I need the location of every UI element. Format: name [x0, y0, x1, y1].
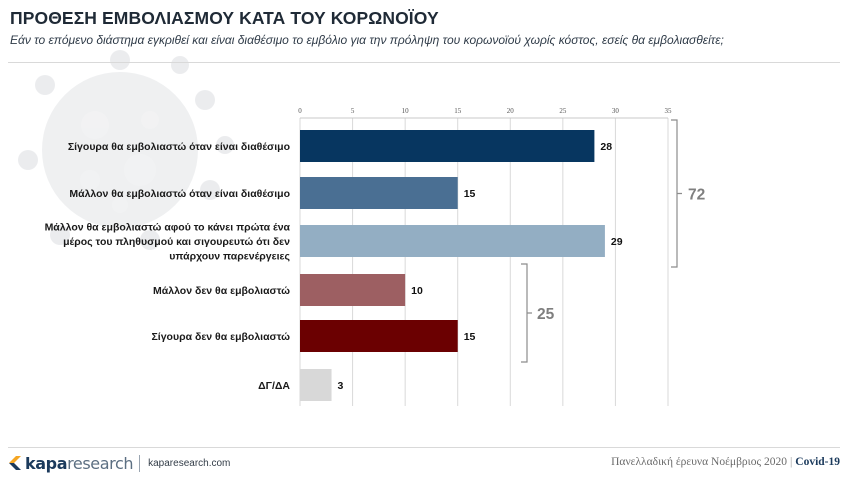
category-label: Μάλλον θα εμβολιαστώ αφού το κάνει πρώτα…: [45, 222, 291, 263]
category-label: Μάλλον θα εμβολιαστώ όταν είναι διαθέσιμ…: [69, 188, 290, 200]
kapa-research-logo: kaparesearch kaparesearch.com: [8, 452, 230, 474]
virus-watermark: [18, 50, 234, 250]
group-total-label: 25: [537, 306, 555, 323]
bar-value-label: 10: [411, 285, 423, 297]
survey-question: Εάν το επόμενο διάστημα εγκριθεί και είν…: [10, 33, 724, 47]
footer-separator: |: [789, 456, 793, 468]
website-url: kaparesearch.com: [148, 457, 231, 469]
group-bracket: [671, 119, 682, 268]
brand-name: kaparesearch: [25, 453, 134, 473]
bar-value-label: 29: [611, 236, 623, 248]
category-label: Σίγουρα θα εμβολιαστώ όταν είναι διαθέσι…: [68, 141, 290, 153]
category-label: Μάλλον δεν θα εμβολιαστώ: [153, 285, 290, 297]
x-tick-label: 0: [298, 107, 302, 115]
group-total-label: 72: [688, 187, 705, 204]
bar-value-label: 15: [464, 331, 476, 343]
x-tick-label: 30: [612, 107, 620, 115]
category-label: Σίγουρα δεν θα εμβολιαστώ: [152, 331, 291, 343]
group-bracket: [521, 263, 532, 363]
bar: [300, 177, 458, 209]
x-tick-label: 10: [402, 107, 410, 115]
bar: [300, 369, 332, 401]
x-tick-label: 5: [351, 107, 355, 115]
x-tick-label: 20: [507, 107, 515, 115]
bar: [300, 320, 458, 352]
bar-value-label: 3: [338, 380, 344, 392]
page-title: ΠΡΟΘΕΣΗ ΕΜΒΟΛΙΑΣΜΟΥ ΚΑΤΑ ΤΟΥ ΚΟΡΩΝΟΪΟΥ: [10, 8, 439, 28]
category-label: ΔΓ/ΔΑ: [258, 380, 290, 392]
bar: [300, 225, 605, 257]
bar: [300, 130, 595, 162]
footer-divider: [8, 447, 840, 448]
footer-survey-info: Πανελλαδική έρευνα Νοέμβριος 2020 | Covid-…: [611, 456, 840, 468]
kapa-logo-icon: [9, 456, 21, 470]
bar-value-label: 15: [464, 188, 476, 200]
x-tick-label: 25: [559, 107, 567, 115]
bar-chart: 0 5 10 15 20 25 30 35 28 Σίγουρα θα εμβολιαστώ ότ…: [45, 107, 705, 406]
x-tick-label: 35: [665, 107, 673, 115]
bar: [300, 274, 406, 306]
topic-tag: Covid-19: [795, 456, 840, 468]
x-tick-label: 15: [454, 107, 462, 115]
header-divider: [8, 62, 840, 63]
survey-date: Πανελλαδική έρευνα Νοέμβριος 2020: [611, 456, 787, 468]
logo-separator: [139, 454, 141, 472]
bar-value-label: 28: [600, 141, 612, 153]
